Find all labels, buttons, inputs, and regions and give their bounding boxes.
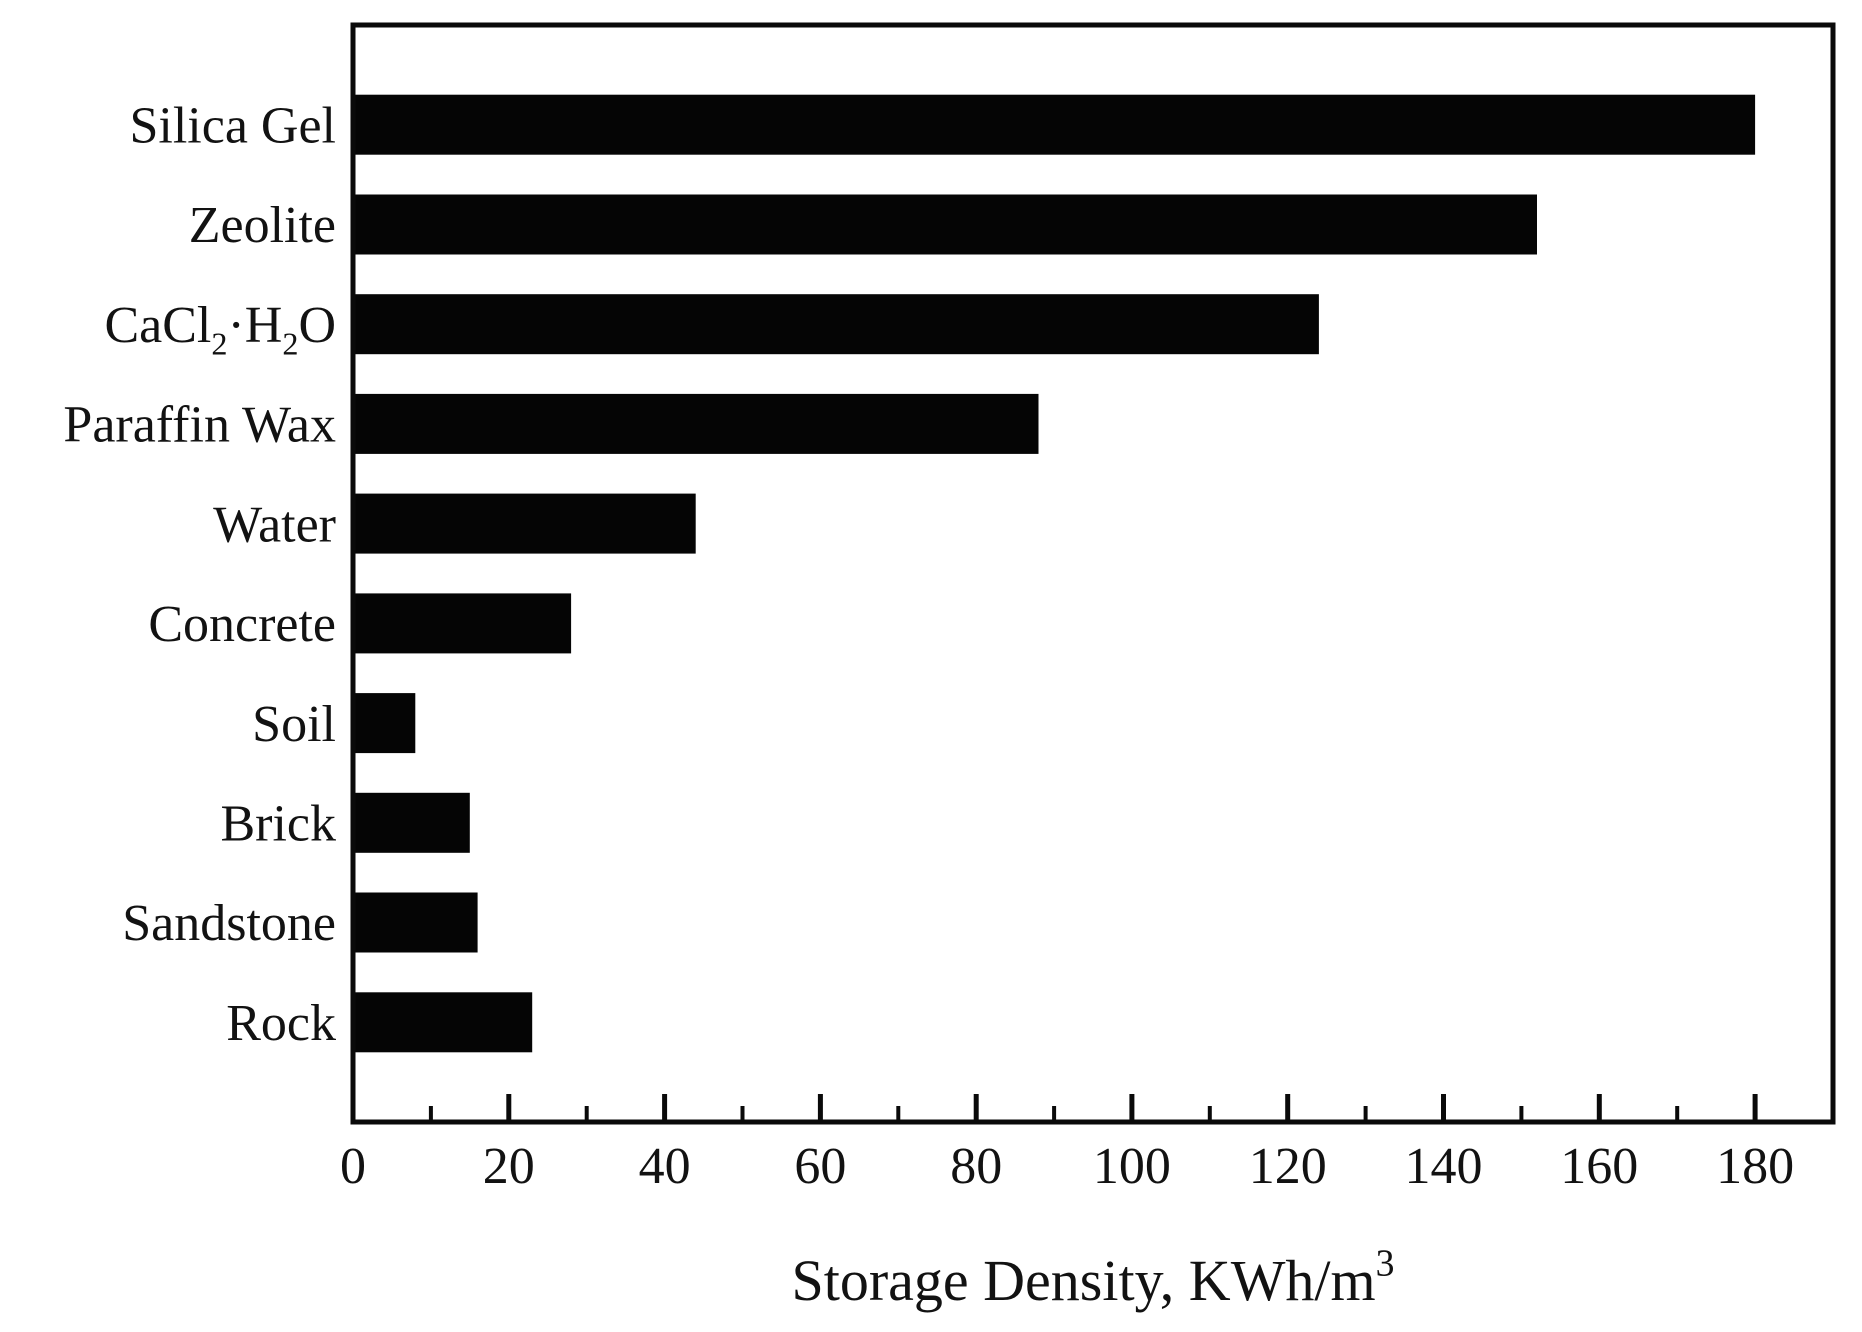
x-tick-label-120: 120 — [1249, 1138, 1327, 1195]
bar-silica-gel — [353, 94, 1756, 155]
x-tick-label-40: 40 — [639, 1138, 691, 1195]
bars-group — [353, 94, 1756, 1053]
bar-paraffin-wax — [353, 393, 1039, 454]
y-label-zeolite: Zeolite — [189, 197, 336, 254]
y-label-water: Water — [213, 496, 336, 553]
x-tick-label-80: 80 — [950, 1138, 1002, 1195]
x-tick-label-140: 140 — [1405, 1138, 1483, 1195]
y-label-sandstone: Sandstone — [122, 895, 336, 952]
bar-rock — [353, 992, 533, 1053]
bar-brick — [353, 792, 470, 853]
y-label-cacl2-h2o: CaCl2·H2O — [104, 297, 336, 362]
x-major-ticks — [350, 1094, 1758, 1122]
x-minor-ticks — [428, 1106, 1680, 1122]
x-tick-label-160: 160 — [1560, 1138, 1638, 1195]
y-label-soil: Soil — [252, 696, 336, 753]
bar-water — [353, 493, 696, 554]
x-tick-label-20: 20 — [483, 1138, 535, 1195]
x-tick-label-180: 180 — [1716, 1138, 1794, 1195]
bar-concrete — [353, 593, 572, 654]
x-tick-label-0: 0 — [340, 1138, 366, 1195]
x-tick-label-100: 100 — [1093, 1138, 1171, 1195]
y-label-rock: Rock — [226, 995, 336, 1052]
y-label-paraffin-wax: Paraffin Wax — [63, 397, 336, 454]
plot-border — [350, 22, 1836, 1125]
y-label-brick: Brick — [220, 796, 336, 853]
y-label-silica-gel: Silica Gel — [129, 97, 336, 154]
x-tick-label-60: 60 — [794, 1138, 846, 1195]
y-label-concrete: Concrete — [148, 596, 336, 653]
bar-soil — [353, 693, 416, 754]
x-axis-title: Storage Density, KWh/m3 — [791, 1243, 1394, 1313]
bar-zeolite — [353, 194, 1537, 255]
bar-sandstone — [353, 892, 478, 953]
bar-cacl2-h2o — [353, 294, 1319, 355]
